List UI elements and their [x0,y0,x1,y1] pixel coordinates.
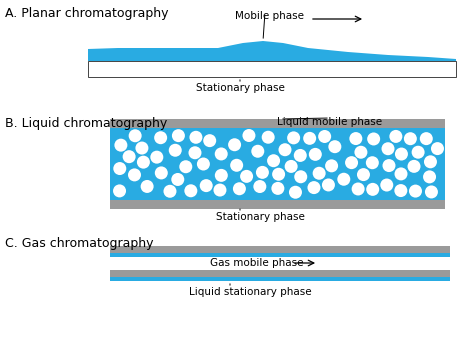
Circle shape [155,166,168,179]
Circle shape [164,185,176,198]
Circle shape [256,166,269,179]
Circle shape [203,134,216,147]
Text: Stationary phase: Stationary phase [196,83,284,93]
Circle shape [425,186,438,198]
Circle shape [394,167,408,180]
Circle shape [184,184,197,197]
Text: Mobile phase: Mobile phase [236,11,304,21]
Circle shape [213,184,227,197]
Circle shape [294,170,307,183]
Circle shape [262,131,275,144]
Text: B. Liquid chromatography: B. Liquid chromatography [5,117,167,130]
Bar [110,253,450,257]
Bar [110,128,445,200]
Circle shape [308,181,320,194]
Circle shape [408,160,420,173]
Text: A. Planar chromatography: A. Planar chromatography [5,7,168,20]
Circle shape [172,129,185,142]
Circle shape [318,130,331,143]
Text: C. Gas chromatography: C. Gas chromatography [5,237,154,250]
Circle shape [251,145,264,158]
Circle shape [309,148,322,161]
Circle shape [171,173,184,186]
Circle shape [113,162,126,175]
Circle shape [150,151,164,164]
Circle shape [423,170,436,183]
Text: Liquid stationary phase: Liquid stationary phase [189,287,311,297]
Circle shape [228,138,241,151]
Bar [110,270,450,277]
Circle shape [303,132,316,145]
Circle shape [128,168,141,181]
Circle shape [367,132,380,146]
Circle shape [271,182,284,195]
Circle shape [328,140,341,153]
Circle shape [233,182,246,195]
Circle shape [197,158,210,170]
Circle shape [189,146,201,159]
Text: Liquid mobile phase: Liquid mobile phase [277,117,383,127]
Circle shape [349,132,362,145]
Bar [110,246,450,253]
Circle shape [169,144,182,157]
Circle shape [114,139,128,152]
Circle shape [382,142,394,155]
Circle shape [411,146,425,159]
Circle shape [287,131,300,144]
Circle shape [179,160,192,173]
Circle shape [404,132,417,145]
Circle shape [383,159,395,172]
Circle shape [240,170,253,183]
Circle shape [380,178,393,191]
Circle shape [113,184,126,197]
Circle shape [123,150,136,163]
Circle shape [215,147,228,160]
Circle shape [322,178,335,191]
Circle shape [230,159,243,172]
Circle shape [137,156,150,169]
Circle shape [289,186,302,199]
Circle shape [267,154,280,167]
Circle shape [424,155,437,168]
Circle shape [141,180,154,193]
Circle shape [253,180,266,193]
Circle shape [285,160,298,173]
Circle shape [325,159,338,172]
Text: Gas mobile phase: Gas mobile phase [210,258,303,268]
Circle shape [431,142,444,155]
Circle shape [355,146,367,159]
Circle shape [294,149,307,162]
Circle shape [337,173,350,186]
Circle shape [154,131,167,144]
Circle shape [313,167,326,180]
Circle shape [279,143,292,156]
Bar [110,119,445,128]
Circle shape [128,129,142,142]
Circle shape [136,141,148,155]
Polygon shape [88,41,456,61]
Circle shape [345,156,358,169]
Circle shape [366,183,379,196]
Circle shape [190,131,202,144]
Circle shape [394,184,407,197]
Circle shape [272,168,285,181]
Circle shape [352,183,365,196]
Circle shape [420,132,433,145]
Bar [110,277,450,281]
Circle shape [357,168,370,181]
Circle shape [389,130,402,143]
Circle shape [200,179,213,192]
Circle shape [366,156,379,169]
Circle shape [409,185,422,198]
Circle shape [215,169,228,182]
Text: Stationary phase: Stationary phase [216,212,304,222]
Circle shape [242,129,255,142]
Bar [110,200,445,209]
Bar [88,61,456,77]
Circle shape [395,148,408,160]
